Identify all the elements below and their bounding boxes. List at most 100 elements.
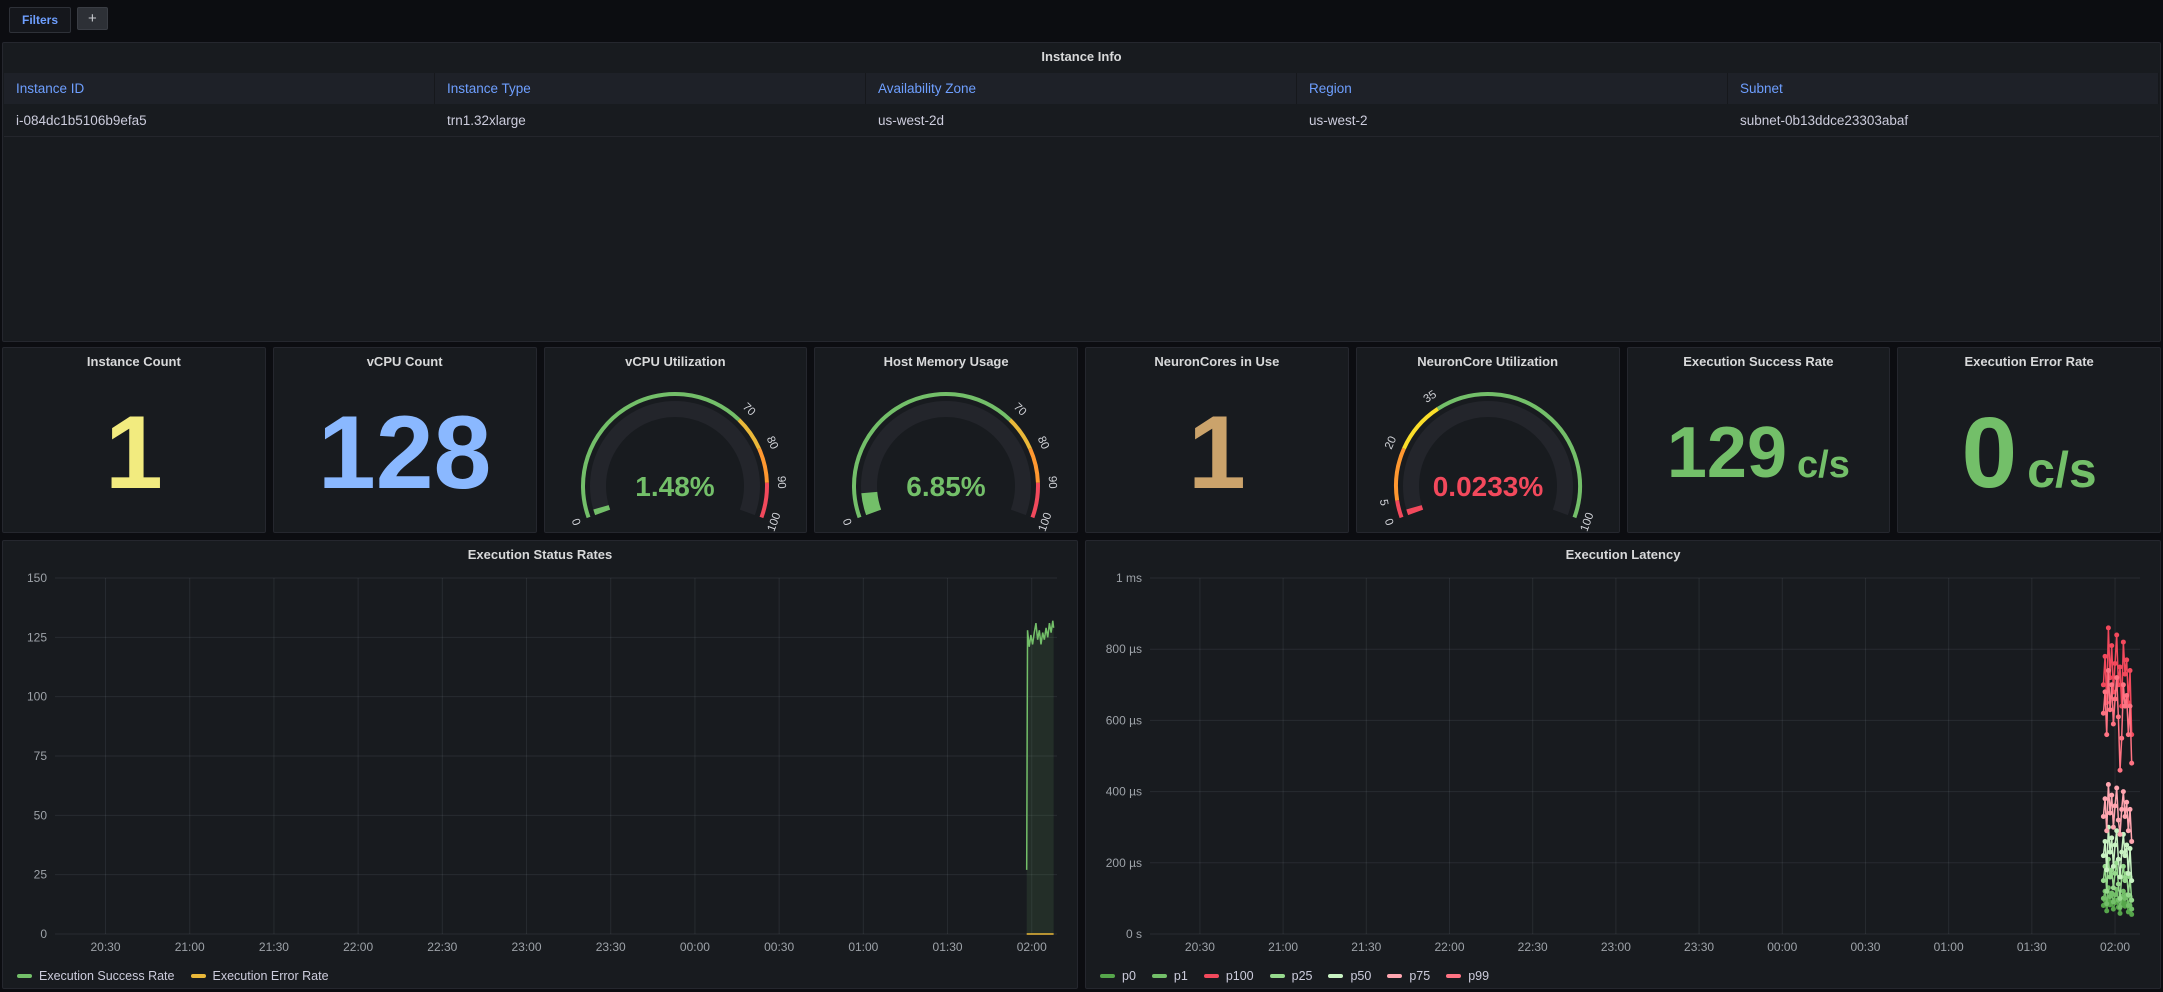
gauge-vcpu-utilization: 07080901001.48% bbox=[545, 374, 807, 532]
gauge-value: 1.48% bbox=[636, 471, 715, 502]
stat-value: 1 bbox=[1188, 401, 1246, 505]
stat-panel-vcpu-count: vCPU Count 128 bbox=[273, 347, 537, 533]
panel-title-neuroncore-utilization[interactable]: NeuronCore Utilization bbox=[1357, 348, 1619, 374]
panel-title-execution-status-rates[interactable]: Execution Status Rates bbox=[3, 541, 1077, 567]
legend-color-dash bbox=[1152, 974, 1167, 978]
legend-item-execution-error-rate[interactable]: Execution Error Rate bbox=[191, 969, 329, 983]
stats-row: Instance Count 1 vCPU Count 128 vCPU Utiliza… bbox=[2, 347, 2161, 533]
axis-tick-label: 200 µs bbox=[1106, 856, 1142, 870]
stat-panel-instance-count: Instance Count 1 bbox=[2, 347, 266, 533]
legend-color-dash bbox=[1387, 974, 1402, 978]
panel-title-execution-latency[interactable]: Execution Latency bbox=[1086, 541, 2160, 567]
instance-table-head: Instance IDInstance TypeAvailability Zon… bbox=[4, 73, 2159, 104]
axis-tick-label: 01:30 bbox=[2017, 940, 2047, 954]
legend-color-dash bbox=[1204, 974, 1219, 978]
table-cell: subnet-0b13ddce23303abaf bbox=[1728, 104, 2159, 136]
axis-tick-label: 400 µs bbox=[1106, 785, 1142, 799]
gauge-tick-label: 0 bbox=[569, 517, 582, 527]
column-header-availability-zone[interactable]: Availability Zone bbox=[866, 73, 1297, 104]
panel-title-host-memory-usage[interactable]: Host Memory Usage bbox=[815, 348, 1077, 374]
legend-item-p1[interactable]: p1 bbox=[1152, 969, 1188, 983]
instance-info-table: Instance IDInstance TypeAvailability Zon… bbox=[4, 73, 2159, 137]
column-header-instance-id[interactable]: Instance ID bbox=[4, 73, 435, 104]
legend-item-p0[interactable]: p0 bbox=[1100, 969, 1136, 983]
table-cell: i-084dc1b5106b9efa5 bbox=[4, 104, 435, 136]
stat-rate-number: 0 bbox=[1962, 403, 2018, 503]
axis-tick-label: 75 bbox=[34, 749, 48, 763]
panel-title-instance-count[interactable]: Instance Count bbox=[3, 348, 265, 374]
legend-item-p99[interactable]: p99 bbox=[1446, 969, 1489, 983]
legend-label: p99 bbox=[1468, 969, 1489, 983]
table-cell: trn1.32xlarge bbox=[435, 104, 866, 136]
filters-button[interactable]: Filters bbox=[9, 7, 71, 33]
stat-body-neuroncores-in-use: 1 bbox=[1086, 374, 1348, 532]
legend-color-dash bbox=[1446, 974, 1461, 978]
instance-table-body: i-084dc1b5106b9efa5trn1.32xlargeus-west-… bbox=[4, 104, 2159, 137]
axis-tick-label: 0 bbox=[40, 927, 47, 941]
stat-value: 128 bbox=[318, 401, 492, 505]
gauge-tick-label: 90 bbox=[775, 476, 787, 489]
gauge-tick-label: 80 bbox=[764, 435, 780, 452]
axis-tick-label: 01:30 bbox=[933, 940, 963, 954]
column-header-subnet[interactable]: Subnet bbox=[1728, 73, 2159, 104]
stat-body-vcpu-count: 128 bbox=[274, 374, 536, 532]
legend-label: Execution Success Rate bbox=[39, 969, 175, 983]
axis-tick-label: 22:30 bbox=[1518, 940, 1548, 954]
legend-label: p100 bbox=[1226, 969, 1254, 983]
stat-panel-vcpu-utilization: vCPU Utilization07080901001.48% bbox=[544, 347, 808, 533]
axis-tick-label: 23:30 bbox=[1684, 940, 1714, 954]
axis-tick-label: 00:00 bbox=[1767, 940, 1797, 954]
panel-title-execution-success-rate[interactable]: Execution Success Rate bbox=[1628, 348, 1890, 374]
gauge-tick-label: 100 bbox=[766, 511, 784, 532]
panel-title-instance-info[interactable]: Instance Info bbox=[3, 43, 2160, 69]
column-header-instance-type[interactable]: Instance Type bbox=[435, 73, 866, 104]
axis-tick-label: 22:30 bbox=[427, 940, 457, 954]
legend-item-execution-success-rate[interactable]: Execution Success Rate bbox=[17, 969, 175, 983]
panel-title-neuroncores-in-use[interactable]: NeuronCores in Use bbox=[1086, 348, 1348, 374]
axis-tick-label: 00:30 bbox=[1850, 940, 1880, 954]
stat-body-execution-error-rate: 0c/s bbox=[1898, 374, 2160, 532]
axis-tick-label: 23:00 bbox=[1601, 940, 1631, 954]
gauge-value: 6.85% bbox=[906, 471, 985, 502]
axis-tick-label: 800 µs bbox=[1106, 642, 1142, 656]
axis-tick-label: 21:30 bbox=[259, 940, 289, 954]
axis-tick-label: 00:00 bbox=[680, 940, 710, 954]
legend-label: p50 bbox=[1350, 969, 1371, 983]
add-filter-button[interactable]: + bbox=[77, 7, 108, 30]
dashboard-toolbar: Filters + bbox=[0, 0, 2163, 40]
stat-body-execution-success-rate: 129c/s bbox=[1628, 374, 1890, 532]
legend-item-p50[interactable]: p50 bbox=[1328, 969, 1371, 983]
panel-title-vcpu-count[interactable]: vCPU Count bbox=[274, 348, 536, 374]
axis-tick-label: 23:30 bbox=[596, 940, 626, 954]
stat-body-vcpu-utilization: 07080901001.48% bbox=[545, 374, 807, 532]
stat-panel-neuroncores-in-use: NeuronCores in Use 1 bbox=[1085, 347, 1349, 533]
legend-item-p100[interactable]: p100 bbox=[1204, 969, 1254, 983]
stat-body-instance-count: 1 bbox=[3, 374, 265, 532]
stat-panel-neuroncore-utilization: NeuronCore Utilization0520351000.0233% bbox=[1356, 347, 1620, 533]
stat-panel-execution-error-rate: Execution Error Rate 0c/s bbox=[1897, 347, 2161, 533]
execution-status-rates-plot[interactable]: 025507510012515020:3021:0021:3022:0022:3… bbox=[9, 568, 1071, 958]
plus-icon: + bbox=[88, 10, 97, 27]
instance-info-panel: Instance Info Instance IDInstance TypeAv… bbox=[2, 42, 2161, 342]
axis-tick-label: 01:00 bbox=[848, 940, 878, 954]
column-header-region[interactable]: Region bbox=[1297, 73, 1728, 104]
gauge-neuroncore-utilization: 0520351000.0233% bbox=[1357, 374, 1619, 532]
panel-title-vcpu-utilization[interactable]: vCPU Utilization bbox=[545, 348, 807, 374]
stat-value: 129c/s bbox=[1667, 417, 1850, 489]
axis-tick-label: 02:00 bbox=[2100, 940, 2130, 954]
stat-value: 1 bbox=[105, 401, 163, 505]
stat-body-host-memory-usage: 07080901006.85% bbox=[815, 374, 1077, 532]
execution-latency-plot[interactable]: 0 s200 µs400 µs600 µs800 µs1 ms20:3021:0… bbox=[1092, 568, 2154, 958]
legend-item-p25[interactable]: p25 bbox=[1270, 969, 1313, 983]
stat-rate-number: 129 bbox=[1667, 417, 1787, 489]
gauge-tick-label: 80 bbox=[1035, 435, 1051, 452]
axis-tick-label: 100 bbox=[27, 690, 47, 704]
panel-title-execution-error-rate[interactable]: Execution Error Rate bbox=[1898, 348, 2160, 374]
axis-tick-label: 22:00 bbox=[343, 940, 373, 954]
gauge: 0520351000.0233% bbox=[1363, 374, 1613, 532]
stat-value: 0c/s bbox=[1962, 403, 2097, 503]
legend-item-p75[interactable]: p75 bbox=[1387, 969, 1430, 983]
stat-body-neuroncore-utilization: 0520351000.0233% bbox=[1357, 374, 1619, 532]
axis-tick-label: 20:30 bbox=[1185, 940, 1215, 954]
legend-label: Execution Error Rate bbox=[213, 969, 329, 983]
